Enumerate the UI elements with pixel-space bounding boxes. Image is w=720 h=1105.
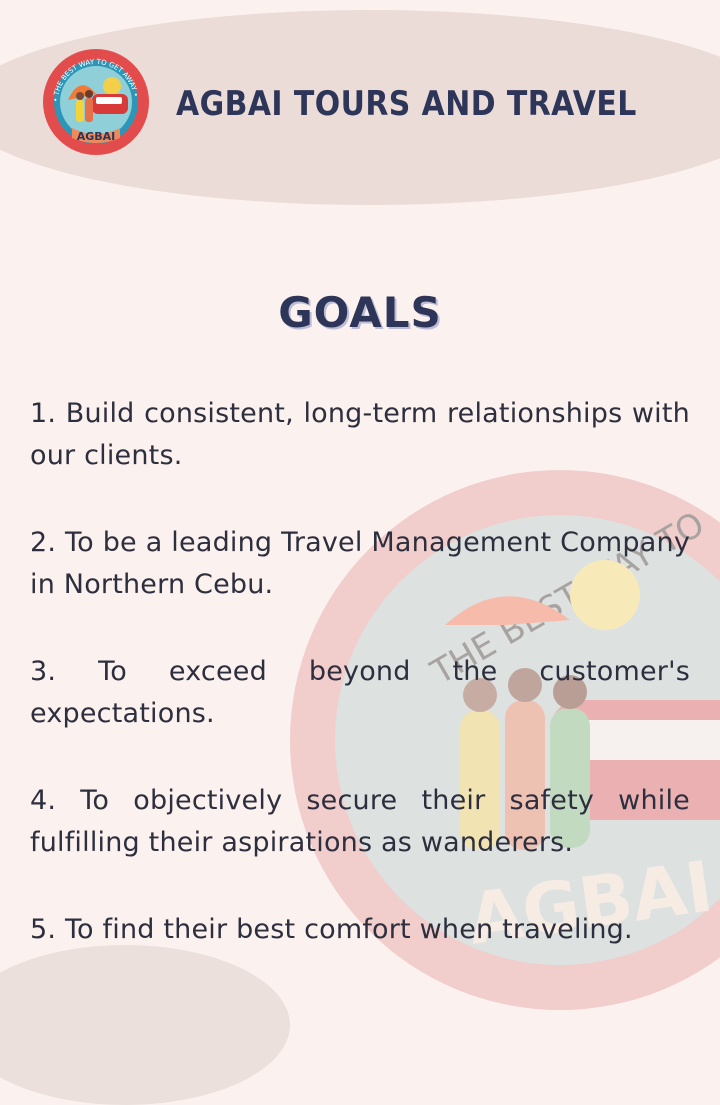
goal-item-4: 4. To objectively secure their safety wh…: [30, 785, 690, 858]
goal-item-1: 1. Build consistent, long-term relations…: [30, 398, 690, 471]
brand-name: AGBAI TOURS AND TRAVEL: [176, 84, 637, 124]
logo-name-text: AGBAI: [77, 130, 116, 143]
brand-logo: AGBAI • THE BEST WAY TO GET AWAY •: [43, 49, 149, 155]
goal-item-5: 5. To find their best comfort when trave…: [30, 914, 633, 945]
watermark-logo-image: THE BEST WAY TO AGBAI: [290, 470, 720, 1010]
page-title: GOALS: [278, 288, 442, 337]
goal-item-2: 2. To be a leading Travel Management Com…: [30, 527, 690, 600]
goals-list: 1. Build consistent, long-term relations…: [30, 393, 690, 996]
goal-item-3: 3. To exceed beyond the customer's expec…: [30, 656, 690, 729]
